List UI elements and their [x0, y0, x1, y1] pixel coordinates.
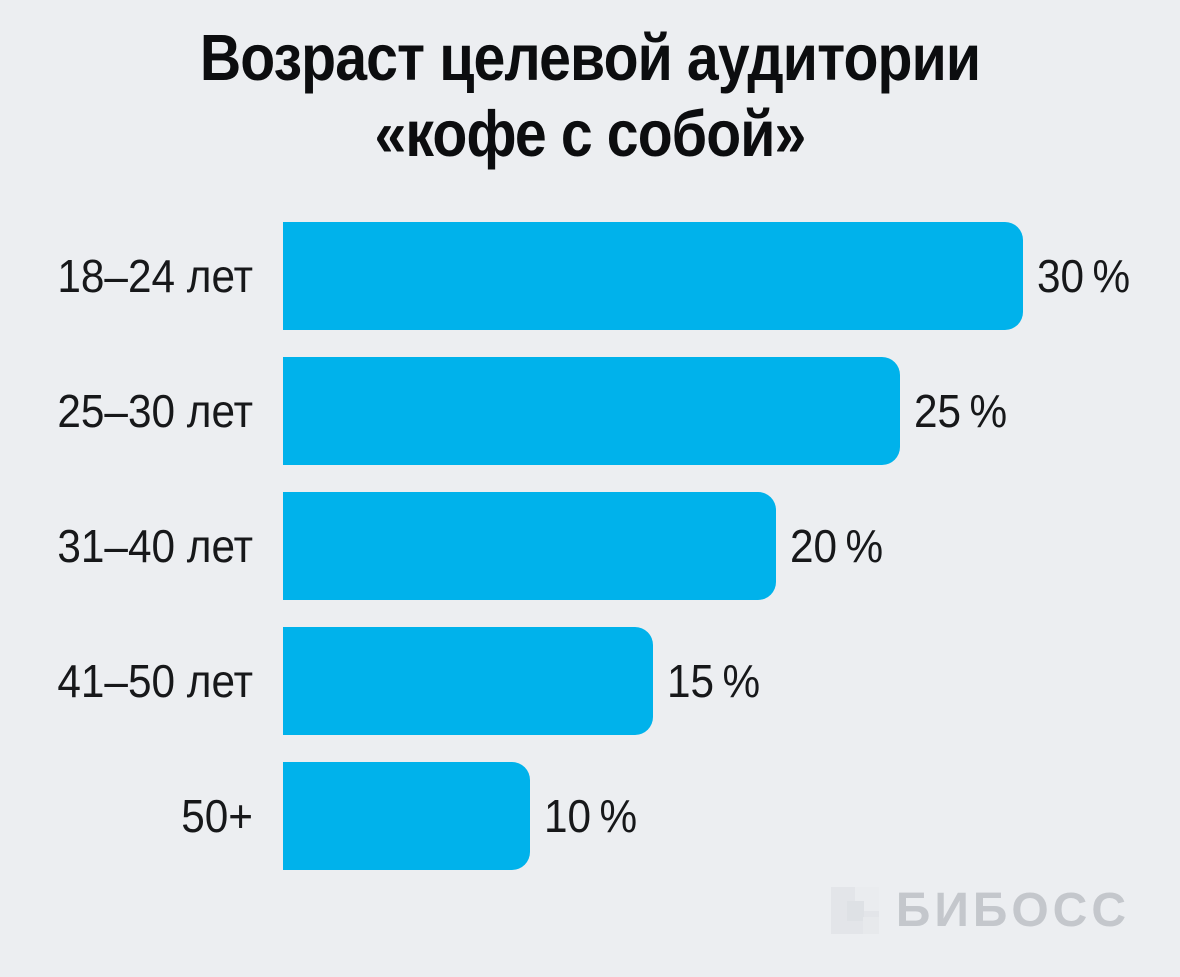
category-label: 41–50 лет	[57, 655, 254, 707]
category-label: 18–24 лет	[57, 250, 254, 302]
bar	[283, 492, 777, 600]
bar	[283, 762, 530, 870]
bar-zone: 10 %	[283, 762, 1023, 870]
value-label: 10 %	[543, 790, 637, 842]
chart-row: 41–50 лет 15 %	[0, 627, 1180, 735]
chart-row: 50+ 10 %	[0, 762, 1180, 870]
bar	[283, 357, 900, 465]
chart-row: 25–30 лет 25 %	[0, 357, 1180, 465]
biboss-watermark: БИБОСС	[830, 883, 1130, 938]
chart-title-line-1: Возраст целевой аудитории	[199, 21, 981, 94]
bar-zone: 20 %	[283, 492, 1023, 600]
chart-row: 18–24 лет 30 %	[0, 222, 1180, 330]
category-label: 25–30 лет	[57, 385, 254, 437]
bar-zone: 15 %	[283, 627, 1023, 735]
logo-mosaic-square	[846, 901, 864, 921]
bar	[283, 627, 653, 735]
chart-row: 31–40 лет 20 %	[0, 492, 1180, 600]
bar	[283, 222, 1023, 330]
value-label: 25 %	[913, 385, 1007, 437]
biboss-logo-icon	[830, 887, 879, 934]
chart-title: Возраст целевой аудитории «кофе с собой»	[0, 20, 1180, 172]
value-label: 30 %	[1037, 250, 1131, 302]
value-label: 15 %	[667, 655, 761, 707]
bar-zone: 25 %	[283, 357, 1023, 465]
bar-chart: 18–24 лет 30 % 25–30 лет 25 % 31–40 лет …	[0, 222, 1180, 897]
biboss-logo-text: БИБОСС	[895, 884, 1130, 937]
chart-title-line-2: «кофе с собой»	[374, 97, 806, 170]
value-label: 20 %	[790, 520, 884, 572]
category-label: 31–40 лет	[57, 520, 254, 572]
category-label: 50+	[181, 790, 253, 842]
bar-zone: 30 %	[283, 222, 1130, 330]
logo-mosaic-square	[863, 917, 879, 934]
